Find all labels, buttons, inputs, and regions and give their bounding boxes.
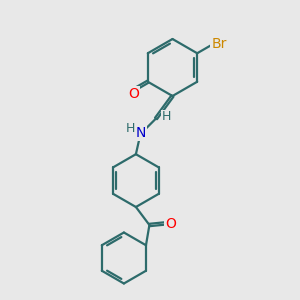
Text: H: H [162,110,171,124]
Text: O: O [166,217,176,230]
Text: Br: Br [212,37,227,51]
Text: N: N [136,126,146,140]
Text: O: O [128,87,139,101]
Text: H: H [126,122,136,135]
